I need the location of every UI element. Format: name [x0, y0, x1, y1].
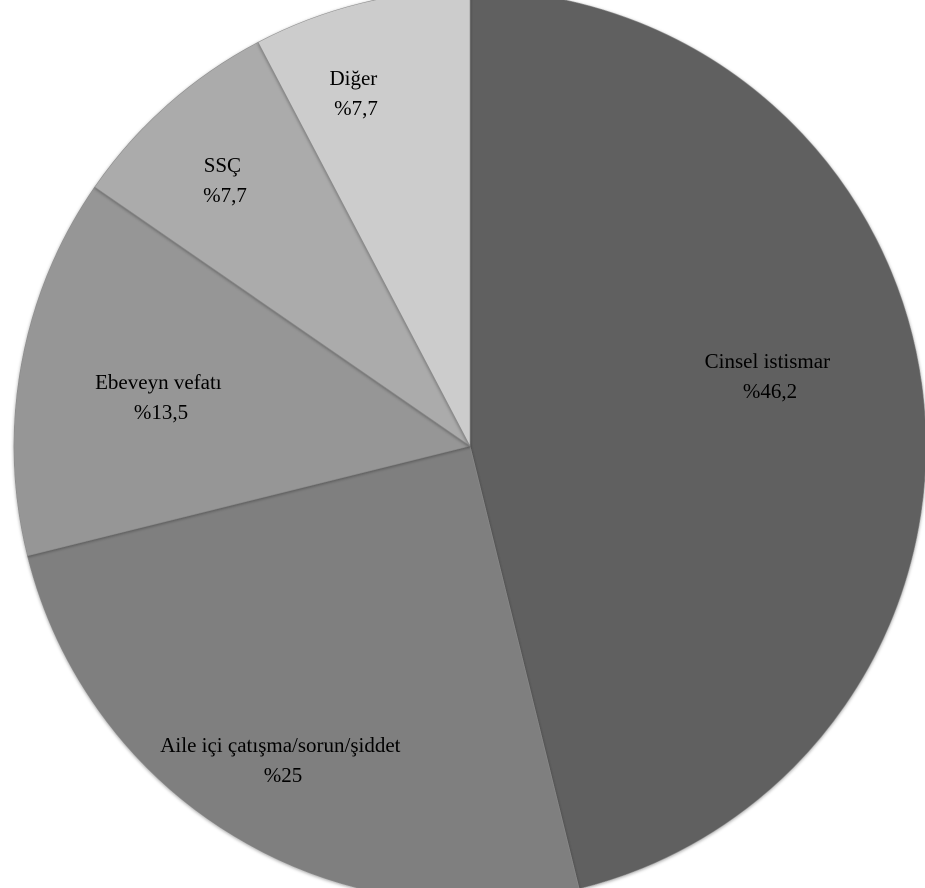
slice-label-cinsel-istismar: Cinsel istismar %46,2 — [705, 349, 836, 403]
slice-label-diger: Diğer %7,7 — [329, 66, 382, 120]
pie-slices — [13, 0, 925, 888]
slice-label-ssc: SSÇ %7,7 — [203, 153, 247, 207]
pie-slice-ebeveyn-vefati — [13, 186, 471, 557]
pie-slice-ssc — [94, 41, 471, 447]
pie-labels: Cinsel istismar %46,2 Aile içi çatışma/s… — [95, 66, 836, 787]
slice-label-ebeveyn-vefati: Ebeveyn vefatı %13,5 — [95, 370, 227, 424]
pie-slice-aile-ici — [27, 445, 580, 888]
pie-slice-diger — [257, 0, 471, 447]
slice-label-aile-ici: Aile içi çatışma/sorun/şiddet %25 — [160, 733, 406, 787]
pie-slice-cinsel-istismar — [469, 0, 925, 888]
